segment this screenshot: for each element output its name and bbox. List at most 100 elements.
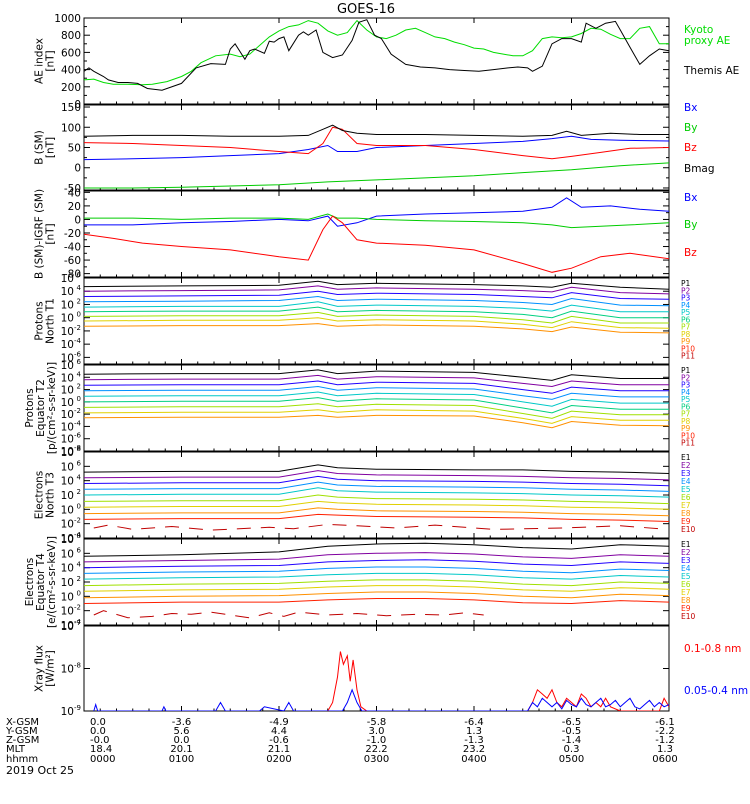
y-axis-label: [nT] <box>45 137 57 158</box>
legend-entry: P8 <box>681 417 691 426</box>
legend-entry: E6 <box>681 493 691 502</box>
series-line-e8 <box>84 507 669 517</box>
footer-value: 0200 <box>266 754 291 765</box>
footer-value: 1.3 <box>657 744 673 755</box>
series-line-e7 <box>84 585 669 592</box>
y-tick-exponent: 6 <box>77 459 82 467</box>
y-tick-exponent: -8 <box>74 444 81 452</box>
footer-value: -4.9 <box>269 717 289 728</box>
legend-entry: E7 <box>681 588 691 597</box>
y-axis-label: Equator T4 <box>35 553 47 611</box>
footer-value: 21.1 <box>268 744 290 755</box>
y-tick-exponent: 2 <box>77 383 81 391</box>
y-tick-exponent: 0 <box>77 395 81 403</box>
footer-row-label: Z-GSM <box>6 735 39 746</box>
y-tick-exponent: 2 <box>77 575 81 583</box>
series-line-p1 <box>84 280 669 290</box>
y-tick-label: 100 <box>61 122 81 134</box>
series-line-e3 <box>84 475 669 487</box>
footer-row-label: MLT <box>6 744 26 755</box>
y-tick-exponent: 4 <box>77 561 82 569</box>
date-label: 2019 Oct 25 <box>6 764 74 777</box>
y-tick-exponent: -2 <box>74 604 81 612</box>
series-line-by <box>84 213 669 229</box>
footer-value: -1.2 <box>655 735 675 746</box>
y-tick-label: 0 <box>74 163 81 175</box>
y-tick-exponent: 2 <box>77 488 81 496</box>
series-line-e5 <box>84 487 669 498</box>
y-tick-label: 10 <box>61 339 74 351</box>
panel-bsm: -50 0 50 100 150 B (SM) [nT] Bx By Bz Bmag <box>34 102 715 195</box>
series-line-e3 <box>84 559 669 569</box>
legend-entry: Bx <box>684 102 697 114</box>
y-tick-label: 10 <box>61 409 74 421</box>
y-tick-label: 40 <box>68 187 81 199</box>
legend-entry: P1 <box>681 279 691 288</box>
y-axis-label: AE index <box>34 38 46 84</box>
legend-entry: P9 <box>681 424 691 433</box>
y-tick-exponent: -4 <box>74 618 82 626</box>
y-tick-label: 10 <box>61 533 74 545</box>
footer-value: -2.2 <box>655 726 675 737</box>
legend-entry: E10 <box>681 612 696 621</box>
footer-value: -0.0 <box>90 735 110 746</box>
legend-entry: E3 <box>681 556 691 565</box>
footer-value: -6.1 <box>655 717 675 728</box>
footer-value: 1.3 <box>466 726 482 737</box>
y-tick-label: 10 <box>61 385 74 397</box>
series-line-p3 <box>84 380 669 394</box>
y-tick-label: 10 <box>61 563 74 575</box>
series-line-kyoto-proxy-ae <box>84 19 669 86</box>
series-line-e1 <box>84 542 669 557</box>
y-tick-label: 10 <box>61 504 74 516</box>
y-tick-exponent: -4 <box>74 419 82 427</box>
y-tick-label: 10 <box>61 621 74 633</box>
y-tick-exponent: 4 <box>77 370 82 378</box>
series-line-e9 <box>84 513 669 522</box>
footer-value: -1.3 <box>464 735 484 746</box>
y-axis-label: North T3 <box>45 472 57 518</box>
panel-frame <box>83 17 670 105</box>
footer-value: 0400 <box>461 754 486 765</box>
legend-entry: P5 <box>681 395 691 404</box>
series-line-bx <box>84 197 669 227</box>
legend-entry: By <box>684 219 697 231</box>
y-tick-exponent: 4 <box>77 284 82 292</box>
y-axis-label: [e/(cm²-s-sr-keV)] <box>46 536 58 628</box>
y-tick-label: 10 <box>61 591 74 603</box>
footer-value: -1.4 <box>562 735 582 746</box>
y-tick-label: 10 <box>61 360 74 372</box>
footer-value: 0500 <box>559 754 584 765</box>
series-line-e7 <box>84 500 669 510</box>
y-axis-label: B (SM) <box>34 130 46 164</box>
legend-entry: P6 <box>681 315 691 324</box>
series-line-p6 <box>84 397 669 414</box>
footer-value: 5.6 <box>174 726 190 737</box>
series-line-p7 <box>84 311 669 324</box>
series-line-p6 <box>84 306 669 319</box>
legend-entry: P2 <box>681 286 691 295</box>
series-line-e6 <box>84 579 669 587</box>
series-line-e10 <box>93 610 484 619</box>
series-line-p4 <box>84 385 669 400</box>
footer-value: 0.0 <box>174 735 190 746</box>
y-tick-label: 10 <box>61 372 74 384</box>
footer-row-label: hhmm <box>6 754 38 765</box>
legend-entry: E1 <box>681 540 691 549</box>
legend-entry: E8 <box>681 596 691 605</box>
series-line-e1 <box>84 464 669 474</box>
y-axis-label: Electrons <box>24 558 36 607</box>
legend-entry: E6 <box>681 580 691 589</box>
legend-entry: P9 <box>681 337 691 346</box>
footer-value: 0.3 <box>564 744 580 755</box>
y-tick-label: -40 <box>64 242 81 254</box>
legend-entry: Bz <box>684 247 697 259</box>
legend-entry: By <box>684 122 697 134</box>
y-tick-label: 10 <box>61 326 74 338</box>
legend-entry: E9 <box>681 604 691 613</box>
y-tick-label: 10 <box>61 606 74 618</box>
legend-entry: E2 <box>681 461 691 470</box>
y-tick-label: -20 <box>64 228 81 240</box>
y-tick-exponent: 4 <box>77 474 82 482</box>
